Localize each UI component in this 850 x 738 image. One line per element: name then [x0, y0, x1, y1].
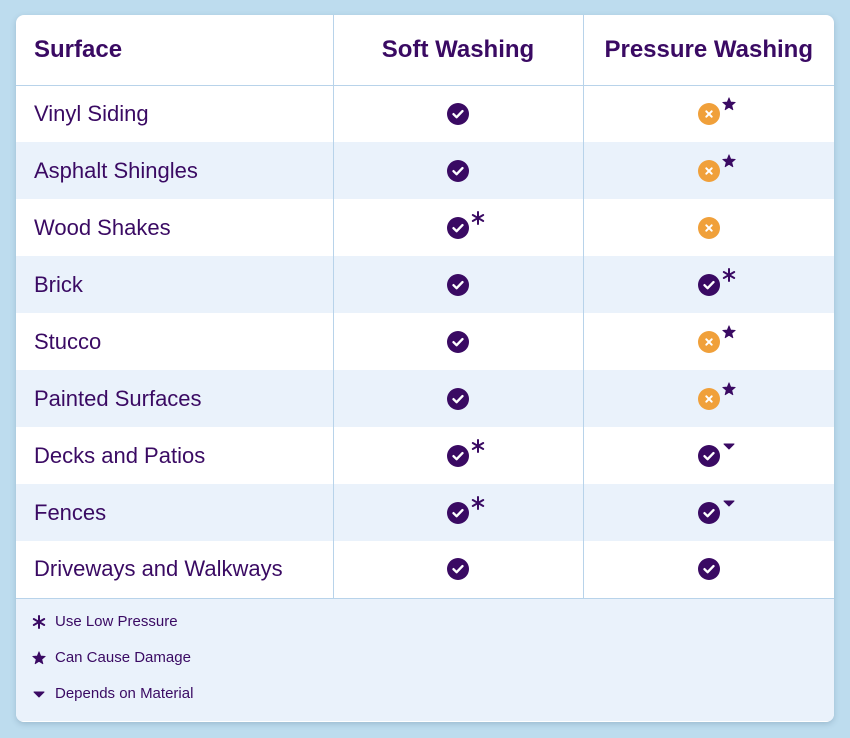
soft-washing-mark [447, 438, 485, 467]
check-circle-icon [447, 216, 469, 239]
table-row: Brick [16, 256, 834, 313]
table-row: Driveways and Walkways [16, 541, 834, 599]
pressure-washing-mark [697, 443, 735, 467]
check-circle-icon [447, 387, 469, 410]
soft-washing-cell [333, 427, 584, 484]
pressure-washing-cell [583, 427, 834, 484]
pressure-washing-mark [697, 216, 720, 239]
pressure-washing-cell [583, 85, 834, 142]
pressure-washing-cell [583, 484, 834, 541]
check-circle-icon [447, 501, 469, 524]
table-row: Stucco [16, 313, 834, 370]
x-circle-icon [697, 159, 720, 182]
surface-label: Decks and Patios [16, 427, 334, 484]
header-row: Surface Soft Washing Pressure Washing [16, 15, 834, 86]
x-circle-icon [697, 102, 720, 125]
legend-item: Use Low Pressure [32, 613, 834, 631]
soft-washing-mark [447, 273, 469, 296]
surface-label: Wood Shakes [16, 199, 334, 256]
soft-washing-mark [447, 330, 469, 353]
soft-washing-cell [333, 85, 584, 142]
soft-washing-mark [447, 159, 469, 182]
soft-washing-cell [333, 142, 584, 199]
asterisk-icon [471, 495, 485, 510]
check-circle-icon [447, 330, 469, 353]
pressure-washing-mark [697, 97, 736, 125]
pressure-washing-cell [583, 541, 834, 599]
table-row: Fences [16, 484, 834, 541]
star-icon [722, 381, 736, 395]
x-circle-icon [697, 387, 720, 410]
pressure-washing-mark [697, 153, 736, 182]
table-row: Painted Surfaces [16, 370, 834, 427]
pressure-washing-cell [583, 199, 834, 256]
star-icon [722, 153, 736, 167]
header-soft-washing: Soft Washing [333, 15, 584, 86]
surface-label: Painted Surfaces [16, 370, 334, 427]
x-circle-icon [697, 330, 720, 353]
check-circle-icon [697, 273, 720, 296]
pressure-washing-cell [583, 370, 834, 427]
asterisk-icon [32, 614, 46, 629]
pressure-washing-mark [697, 500, 735, 524]
asterisk-icon [471, 210, 485, 225]
check-circle-icon [447, 444, 469, 467]
table-row: Wood Shakes [16, 199, 834, 256]
table-row: Decks and Patios [16, 427, 834, 484]
star-icon [722, 324, 736, 338]
soft-washing-cell [333, 256, 584, 313]
pressure-washing-mark [697, 267, 735, 296]
check-circle-icon [447, 558, 469, 581]
x-circle-icon [697, 216, 720, 239]
check-circle-icon [447, 273, 469, 296]
surface-label: Asphalt Shingles [16, 142, 334, 199]
soft-washing-mark [447, 102, 469, 125]
table-row: Asphalt Shingles [16, 142, 834, 199]
surface-label: Stucco [16, 313, 334, 370]
soft-washing-mark [447, 495, 485, 524]
surface-label: Fences [16, 484, 334, 541]
comparison-table: Surface Soft Washing Pressure Washing Vi… [16, 15, 834, 599]
pressure-washing-mark [697, 381, 736, 410]
soft-washing-cell [333, 199, 584, 256]
pressure-washing-mark [697, 558, 720, 581]
triangle-down-icon [723, 500, 735, 506]
check-circle-icon [697, 501, 720, 524]
surface-label: Brick [16, 256, 334, 313]
legend-label: Depends on Material [55, 685, 194, 702]
asterisk-icon [722, 267, 735, 282]
star-icon [32, 650, 46, 664]
legend-item: Can Cause Damage [32, 649, 834, 667]
asterisk-icon [471, 438, 485, 453]
surface-label: Vinyl Siding [16, 85, 334, 142]
star-icon [722, 97, 736, 110]
soft-washing-cell [333, 541, 584, 599]
legend: Use Low Pressure Can Cause Damage Depends … [16, 598, 834, 721]
header-surface: Surface [16, 15, 334, 86]
soft-washing-mark [447, 558, 469, 581]
soft-washing-cell [333, 484, 584, 541]
check-circle-icon [447, 159, 469, 182]
soft-washing-mark [447, 210, 485, 239]
table-row: Vinyl Siding [16, 85, 834, 142]
comparison-card: Surface Soft Washing Pressure Washing Vi… [16, 15, 834, 722]
soft-washing-cell [333, 313, 584, 370]
pressure-washing-cell [583, 256, 834, 313]
check-circle-icon [697, 558, 720, 581]
legend-label: Use Low Pressure [55, 613, 178, 630]
legend-item: Depends on Material [32, 685, 834, 703]
legend-label: Can Cause Damage [55, 649, 191, 666]
soft-washing-mark [447, 387, 469, 410]
surface-label: Driveways and Walkways [16, 541, 334, 599]
check-circle-icon [447, 102, 469, 125]
triangle-down-icon [33, 691, 45, 697]
triangle-down-icon [723, 443, 735, 449]
check-circle-icon [697, 444, 720, 467]
pressure-washing-mark [697, 324, 736, 353]
pressure-washing-cell [583, 313, 834, 370]
pressure-washing-cell [583, 142, 834, 199]
soft-washing-cell [333, 370, 584, 427]
header-pressure-washing: Pressure Washing [583, 15, 834, 86]
